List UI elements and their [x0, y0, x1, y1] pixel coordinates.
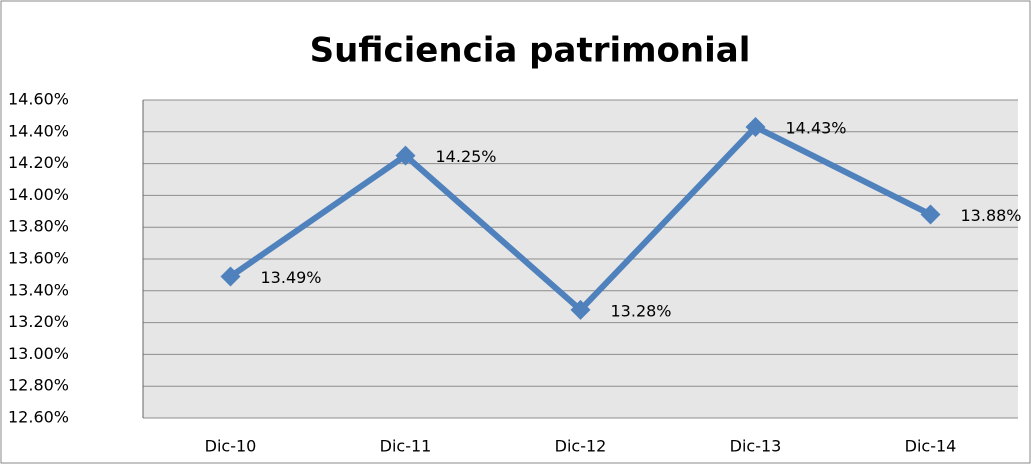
x-tick-label: Dic-13 — [730, 437, 782, 456]
data-label: 13.88% — [961, 206, 1022, 225]
data-label: 14.25% — [436, 147, 497, 166]
data-label: 13.28% — [611, 301, 672, 320]
chart-title: Suficiencia patrimonial — [310, 31, 751, 71]
x-tick-label: Dic-10 — [205, 437, 257, 456]
marker — [920, 204, 941, 225]
y-tick-label: 13.20% — [8, 312, 69, 331]
marker — [220, 266, 241, 287]
y-tick-label: 14.20% — [8, 153, 69, 172]
y-tick-label: 13.80% — [8, 217, 69, 236]
marker — [745, 117, 766, 138]
y-tick-label: 12.60% — [8, 408, 69, 427]
marker — [395, 145, 416, 166]
data-label: 14.43% — [786, 119, 847, 138]
x-tick-label: Dic-12 — [555, 437, 607, 456]
y-tick-label: 12.80% — [8, 376, 69, 395]
y-tick-label: 13.60% — [8, 249, 69, 268]
y-tick-label: 13.00% — [8, 344, 69, 363]
y-tick-label: 14.40% — [8, 121, 69, 140]
y-tick-label: 14.60% — [8, 90, 69, 109]
x-tick-label: Dic-14 — [905, 437, 957, 456]
marker — [570, 299, 591, 320]
x-tick-label: Dic-11 — [380, 437, 432, 456]
data-label: 13.49% — [261, 268, 322, 287]
y-tick-label: 14.00% — [8, 185, 69, 204]
y-tick-label: 13.40% — [8, 280, 69, 299]
